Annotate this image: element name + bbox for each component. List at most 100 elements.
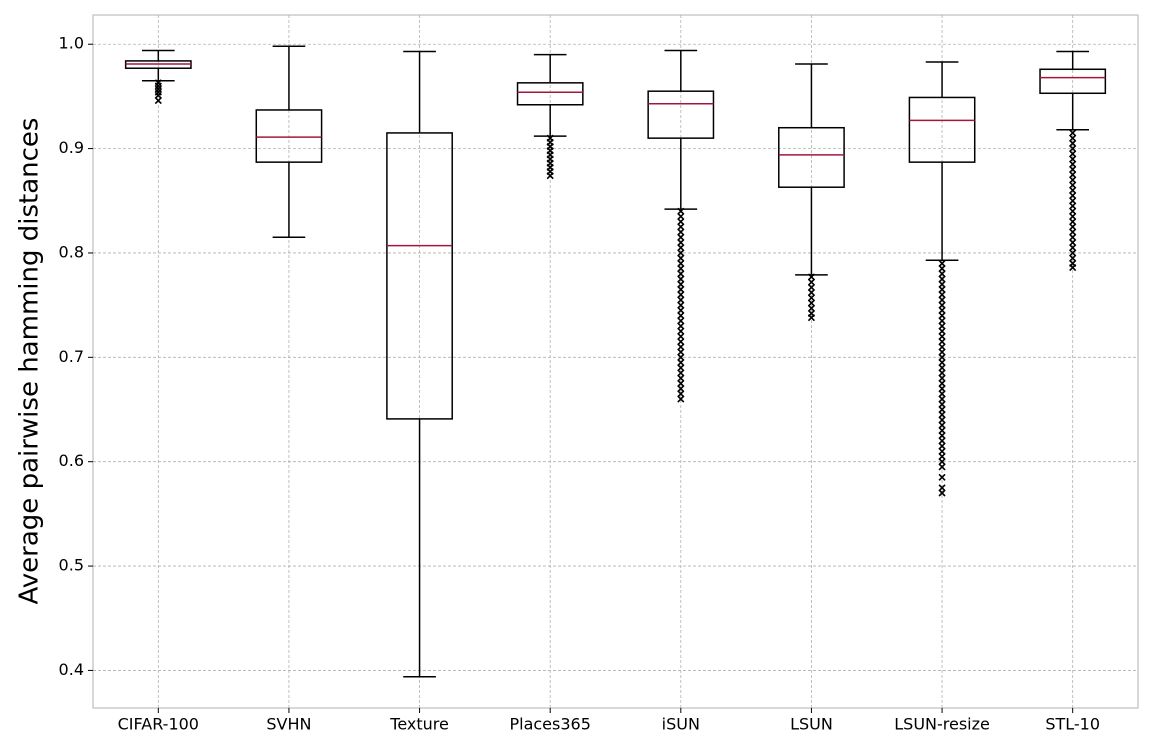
outlier xyxy=(807,294,816,302)
outlier xyxy=(677,385,685,393)
x-tick-label: LSUN-resize xyxy=(894,715,990,734)
outlier xyxy=(938,369,946,377)
outlier xyxy=(1069,165,1077,174)
outlier xyxy=(938,296,946,304)
outlier xyxy=(677,259,685,267)
x-tick-label: Places365 xyxy=(509,715,590,734)
outlier xyxy=(677,291,685,299)
outlier xyxy=(677,353,685,361)
outlier xyxy=(677,379,685,387)
y-tick-label: 0.5 xyxy=(59,556,84,575)
outlier xyxy=(807,278,816,286)
outlier xyxy=(1069,150,1077,158)
outlier xyxy=(677,285,685,294)
outlier xyxy=(807,314,816,322)
outlier xyxy=(1069,202,1077,210)
outlier xyxy=(938,364,946,372)
outlier xyxy=(938,395,946,403)
outlier xyxy=(1069,134,1077,142)
outlier xyxy=(1069,160,1077,168)
outlier xyxy=(938,458,946,466)
outlier xyxy=(677,395,685,403)
outlier xyxy=(938,312,946,320)
outlier xyxy=(677,317,685,325)
x-tick-label: STL-10 xyxy=(1045,715,1100,734)
box xyxy=(778,126,845,188)
outlier xyxy=(938,338,946,346)
outlier xyxy=(1069,228,1077,236)
outlier xyxy=(938,322,946,330)
outlier xyxy=(938,301,946,309)
y-tick-label: 0.7 xyxy=(59,347,84,366)
outlier xyxy=(1069,191,1077,200)
outlier xyxy=(807,289,816,297)
outlier xyxy=(154,97,162,105)
outlier xyxy=(546,172,554,180)
outlier xyxy=(1069,171,1077,179)
outlier xyxy=(677,301,685,309)
outlier xyxy=(938,473,946,481)
outlier xyxy=(938,405,946,414)
outlier xyxy=(807,299,816,307)
outlier xyxy=(938,411,946,419)
outlier xyxy=(677,364,685,372)
outlier xyxy=(938,374,946,382)
outlier xyxy=(938,270,946,278)
outlier xyxy=(677,296,685,304)
y-tick-label: 0.6 xyxy=(59,451,84,470)
outlier xyxy=(938,348,946,356)
outlier xyxy=(677,218,685,226)
outlier xyxy=(677,343,685,351)
outlier xyxy=(677,358,685,367)
y-tick-label: 0.4 xyxy=(59,660,84,679)
outlier xyxy=(938,437,946,445)
outlier xyxy=(1069,139,1077,147)
box xyxy=(386,132,453,420)
box xyxy=(255,109,323,163)
outlier xyxy=(677,327,685,335)
x-tick-label: iSUN xyxy=(662,715,700,734)
outlier xyxy=(938,379,946,387)
outlier xyxy=(677,249,685,257)
outlier xyxy=(938,306,946,314)
outlier xyxy=(677,390,685,398)
outlier xyxy=(1069,218,1077,226)
outlier xyxy=(1069,181,1077,189)
outlier xyxy=(1069,155,1077,163)
outlier xyxy=(677,212,685,220)
outlier xyxy=(1069,186,1077,194)
outlier xyxy=(1069,207,1077,215)
outlier xyxy=(1069,223,1077,231)
x-tick-label: SVHN xyxy=(266,715,311,734)
outlier xyxy=(1069,212,1077,220)
outlier xyxy=(677,265,685,273)
outlier xyxy=(677,223,685,231)
outlier xyxy=(938,265,946,273)
x-tick-label: LSUN xyxy=(790,715,833,734)
y-axis-label: Average pairwise hamming distances xyxy=(15,118,45,605)
outlier xyxy=(938,489,946,497)
outlier xyxy=(938,452,946,461)
outlier xyxy=(677,312,685,320)
outlier xyxy=(677,348,685,356)
outlier xyxy=(938,317,946,325)
outlier xyxy=(807,273,816,281)
outlier xyxy=(938,385,946,393)
outlier xyxy=(938,280,946,288)
outlier xyxy=(677,322,685,330)
outlier xyxy=(677,244,685,252)
outlier xyxy=(677,233,685,241)
outlier xyxy=(938,332,946,341)
outlier xyxy=(677,369,685,377)
outlier xyxy=(677,238,685,247)
box xyxy=(516,82,584,106)
box xyxy=(908,96,976,163)
outlier xyxy=(677,280,685,288)
box xyxy=(1039,68,1107,95)
outlier xyxy=(938,259,946,267)
outlier xyxy=(938,426,946,434)
outlier xyxy=(1069,264,1077,272)
box xyxy=(647,90,715,139)
outlier xyxy=(677,275,685,283)
